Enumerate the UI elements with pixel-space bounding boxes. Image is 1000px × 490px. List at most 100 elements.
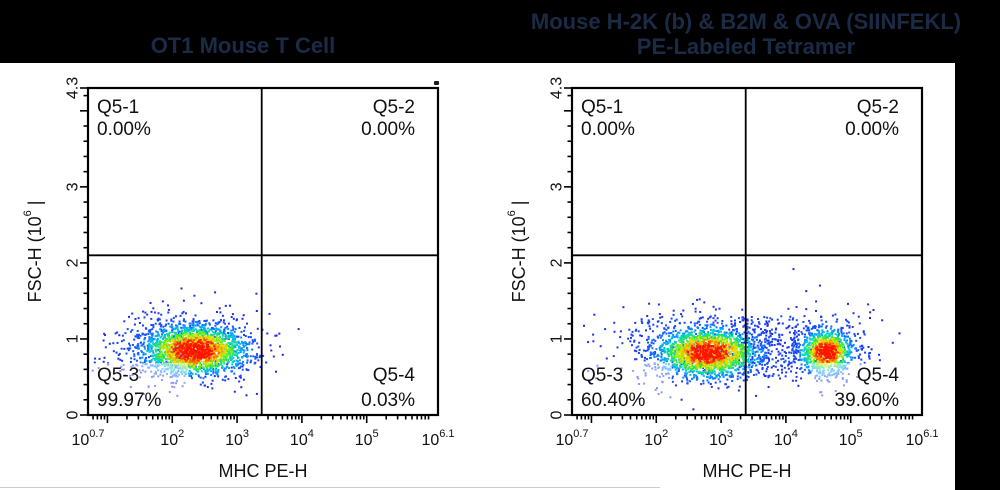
scatter-point bbox=[187, 348, 190, 350]
scatter-point bbox=[674, 358, 677, 361]
scatter-point bbox=[647, 335, 650, 338]
scatter-point bbox=[129, 347, 132, 350]
scatter-point bbox=[207, 349, 210, 352]
scatter-point bbox=[698, 332, 701, 335]
scatter-point bbox=[698, 323, 701, 326]
scatter-point bbox=[805, 290, 808, 293]
scatter-point bbox=[697, 347, 700, 350]
scatter-point bbox=[755, 368, 758, 371]
scatter-point bbox=[685, 337, 687, 340]
scatter-point bbox=[182, 351, 185, 354]
scatter-point bbox=[193, 342, 196, 345]
scatter-point bbox=[734, 319, 736, 322]
scatter-point bbox=[175, 352, 178, 355]
scatter-point bbox=[171, 329, 174, 332]
scatter-point bbox=[803, 346, 806, 349]
scatter-point bbox=[758, 339, 761, 342]
scatter-point bbox=[245, 355, 248, 358]
scatter-point bbox=[696, 363, 699, 366]
scatter-point bbox=[656, 320, 659, 323]
scatter-point bbox=[677, 369, 680, 372]
scatter-point bbox=[181, 359, 184, 362]
scatter-point bbox=[190, 371, 193, 374]
scatter-point bbox=[656, 325, 659, 328]
scatter-point bbox=[218, 328, 221, 331]
scatter-point bbox=[216, 345, 219, 348]
scatter-point bbox=[233, 338, 236, 341]
scatter-point bbox=[717, 387, 720, 390]
scatter-point bbox=[820, 319, 823, 322]
scatter-point bbox=[840, 331, 843, 334]
scatter-point bbox=[214, 371, 217, 374]
scatter-point bbox=[181, 347, 183, 350]
scatter-point bbox=[742, 341, 745, 344]
scatter-point bbox=[747, 330, 750, 333]
scatter-point bbox=[223, 353, 226, 355]
scatter-point bbox=[775, 356, 777, 359]
scatter-point bbox=[695, 336, 698, 339]
scatter-point bbox=[750, 343, 753, 346]
scatter-point bbox=[783, 366, 786, 369]
scatter-point bbox=[104, 334, 106, 336]
scatter-point bbox=[179, 350, 182, 353]
scatter-point bbox=[838, 340, 841, 343]
scatter-point bbox=[681, 335, 684, 337]
scatter-point bbox=[646, 315, 649, 317]
scatter-point bbox=[234, 337, 237, 340]
scatter-point bbox=[743, 317, 746, 320]
scatter-point bbox=[746, 319, 749, 322]
scatter-point bbox=[796, 367, 799, 370]
scatter-point bbox=[150, 359, 153, 361]
scatter-point bbox=[829, 327, 832, 330]
scatter-point bbox=[743, 366, 746, 369]
scatter-point bbox=[212, 372, 215, 375]
scatter-point bbox=[698, 320, 701, 323]
scatter-point bbox=[792, 352, 795, 355]
scatter-point bbox=[709, 369, 712, 372]
scatter-point bbox=[672, 355, 675, 358]
scatter-point bbox=[249, 332, 252, 335]
scatter-point bbox=[794, 340, 796, 342]
scatter-point bbox=[779, 339, 782, 342]
scatter-point bbox=[251, 339, 254, 342]
scatter-point bbox=[788, 331, 791, 334]
scatter-point bbox=[102, 339, 105, 342]
scatter-point bbox=[739, 376, 742, 379]
scatter-point bbox=[121, 359, 124, 362]
scatter-point bbox=[722, 365, 725, 368]
scatter-point bbox=[207, 341, 210, 343]
scatter-point bbox=[674, 330, 677, 332]
scatter-point bbox=[775, 348, 778, 351]
scatter-point bbox=[695, 370, 698, 373]
scatter-point bbox=[212, 331, 215, 334]
scatter-point bbox=[196, 359, 199, 362]
scatter-point bbox=[803, 368, 806, 371]
scatter-point bbox=[157, 348, 160, 351]
scatter-point bbox=[188, 328, 191, 331]
scatter-point bbox=[139, 334, 142, 337]
scatter-point bbox=[719, 334, 722, 337]
scatter-point bbox=[234, 341, 237, 344]
scatter-point bbox=[191, 324, 194, 327]
scatter-point bbox=[850, 346, 853, 349]
scatter-point bbox=[712, 305, 715, 308]
scatter-point bbox=[698, 317, 701, 320]
scatter-point bbox=[213, 339, 216, 342]
y-tick-label: 1 bbox=[65, 334, 82, 343]
scatter-point bbox=[804, 358, 807, 361]
scatter-point bbox=[168, 352, 171, 355]
scatter-point bbox=[672, 313, 675, 316]
scatter-point bbox=[217, 321, 220, 324]
scatter-point bbox=[152, 342, 155, 345]
scatter-point bbox=[746, 318, 749, 321]
scatter-point bbox=[813, 337, 816, 340]
scatter-point bbox=[198, 354, 201, 357]
scatter-point bbox=[812, 344, 815, 347]
scatter-point bbox=[849, 343, 852, 346]
scatter-point bbox=[218, 364, 221, 367]
quadrant-name: Q5-1 bbox=[97, 97, 139, 118]
scatter-point bbox=[160, 361, 162, 364]
scatter-point bbox=[758, 356, 761, 358]
scatter-point bbox=[171, 334, 174, 337]
